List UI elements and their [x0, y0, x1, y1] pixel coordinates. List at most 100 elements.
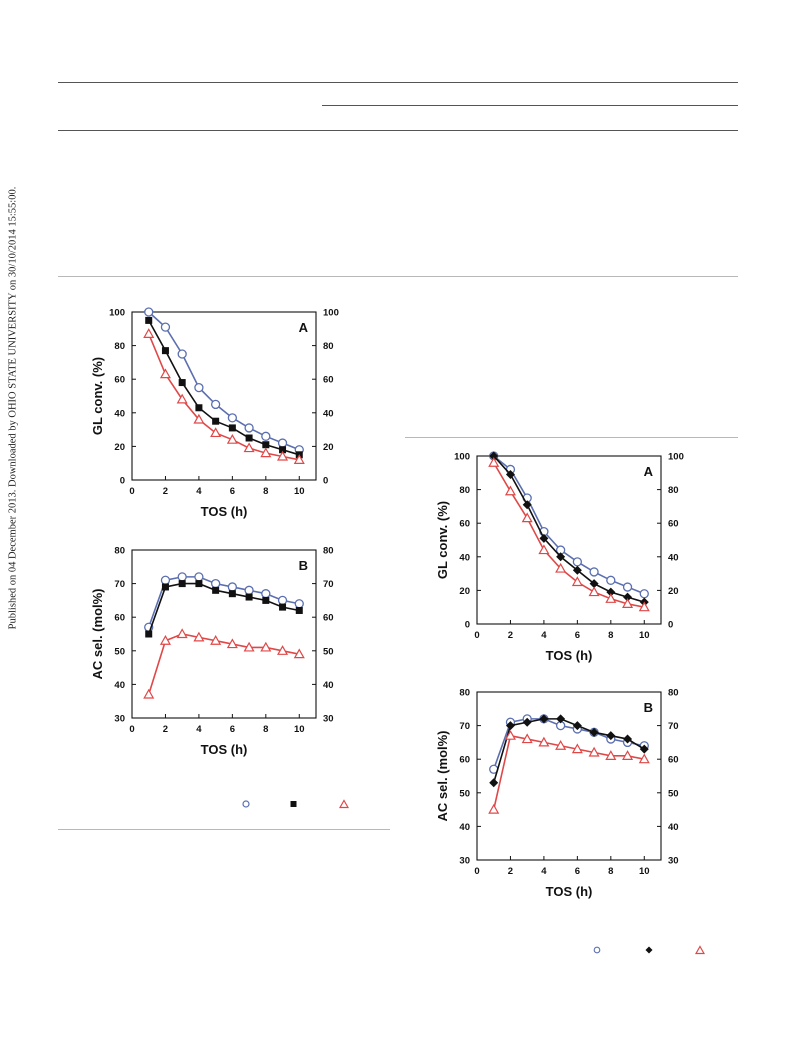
plot-frame: [131, 311, 317, 481]
y-tick-label: 40: [114, 408, 125, 419]
y-tick-label: 60: [459, 755, 470, 766]
x-axis-title: TOS (h): [546, 884, 593, 899]
x-tick-label: 10: [639, 866, 650, 877]
data-point: [521, 512, 533, 523]
right-y-tick-label: 0: [668, 620, 673, 631]
panel-label: A: [644, 464, 654, 479]
data-point: [210, 578, 221, 589]
data-point: [555, 562, 567, 573]
data-point: [488, 803, 500, 814]
data-point: [522, 500, 532, 510]
y-axis-title: GL conv. (%): [435, 501, 450, 579]
data-point: [227, 582, 238, 592]
legend-marker-circle-icon: [593, 946, 601, 954]
right-y-tick-label: 50: [323, 646, 334, 657]
data-point: [178, 580, 186, 588]
right-y-tick-label: 60: [323, 613, 334, 624]
data-point: [638, 601, 650, 612]
x-tick-label: 2: [508, 630, 513, 641]
data-point: [226, 433, 238, 444]
right-y-tick-label: 50: [668, 788, 679, 799]
series-line: [147, 582, 300, 635]
data-point: [178, 379, 186, 387]
right-y-tick-label: 40: [323, 408, 334, 419]
right-y-tick-label: 20: [668, 586, 679, 597]
data-point: [556, 714, 566, 724]
data-point: [176, 628, 188, 639]
data-point: [277, 450, 289, 461]
data-point: [262, 596, 270, 604]
table-header-rule: [58, 130, 738, 131]
data-point: [177, 349, 187, 359]
y-tick-label: 80: [114, 546, 125, 557]
data-point: [556, 552, 566, 562]
series-group: [488, 729, 650, 814]
data-point: [245, 434, 253, 442]
right-y-tick-label: 40: [668, 822, 679, 833]
x-axis-title: TOS (h): [201, 504, 248, 519]
plot-frame: [131, 549, 317, 719]
y-axis-title: AC sel. (mol%): [435, 730, 450, 821]
x-tick-label: 10: [294, 724, 305, 735]
data-point: [588, 746, 600, 757]
y-axis-title: GL conv. (%): [90, 357, 105, 435]
data-point: [243, 442, 255, 453]
data-point: [622, 750, 634, 760]
data-point: [639, 744, 649, 754]
legend-marker-diamond-icon: [645, 946, 653, 954]
data-point: [245, 593, 253, 601]
data-point: [212, 586, 220, 594]
series-group: [489, 451, 649, 607]
y-tick-label: 70: [459, 721, 470, 732]
data-point: [145, 316, 153, 324]
data-point: [244, 585, 254, 595]
y-tick-label: 30: [114, 714, 125, 725]
data-point: [293, 648, 305, 659]
data-point: [638, 753, 650, 764]
right-y-tick-label: 80: [323, 546, 334, 557]
series-group: [489, 714, 649, 788]
x-tick-label: 8: [263, 724, 268, 735]
data-point: [639, 589, 649, 599]
data-point: [505, 721, 515, 731]
right-y-tick-label: 80: [668, 688, 679, 699]
legend-marker-triangle-icon: [338, 799, 350, 809]
data-point: [606, 587, 616, 597]
data-point: [228, 424, 236, 432]
y-tick-label: 60: [114, 375, 125, 386]
right-y-tick-label: 100: [323, 308, 339, 319]
data-point: [279, 446, 287, 454]
series-line: [493, 455, 645, 603]
data-point: [572, 721, 582, 731]
data-point: [193, 631, 205, 642]
right-y-tick-label: 70: [323, 579, 334, 590]
data-point: [521, 733, 533, 744]
series-line: [148, 311, 300, 451]
plot-frame: [476, 691, 662, 861]
data-point: [589, 579, 599, 589]
right-y-tick-label: 30: [668, 856, 679, 867]
series-line: [493, 462, 645, 608]
right-y-tick-label: 70: [668, 721, 679, 732]
right-y-tick-label: 30: [323, 714, 334, 725]
data-point: [571, 743, 583, 754]
panel-label: B: [644, 700, 653, 715]
data-point: [195, 404, 203, 412]
table-sub-rule: [322, 105, 738, 106]
series-line: [147, 576, 300, 628]
y-tick-label: 40: [114, 680, 125, 691]
x-tick-label: 0: [474, 866, 479, 877]
chart-right-b: 0 2 4 6 8 10 30 40 50 60 70 80 30 40 50 60 70 80 TOS (h) AC…: [435, 688, 679, 900]
data-point: [589, 727, 599, 737]
x-tick-label: 8: [608, 630, 613, 641]
data-point: [538, 736, 550, 747]
legend-marker-triangle-icon: [694, 945, 706, 955]
x-tick-label: 10: [639, 630, 650, 641]
series-line: [147, 633, 300, 695]
watermark-text: Published on 04 December 2013. Downloade…: [7, 186, 19, 630]
data-point: [489, 451, 499, 461]
y-tick-label: 80: [459, 485, 470, 496]
plot-frame: [476, 455, 662, 625]
data-point: [488, 456, 500, 467]
